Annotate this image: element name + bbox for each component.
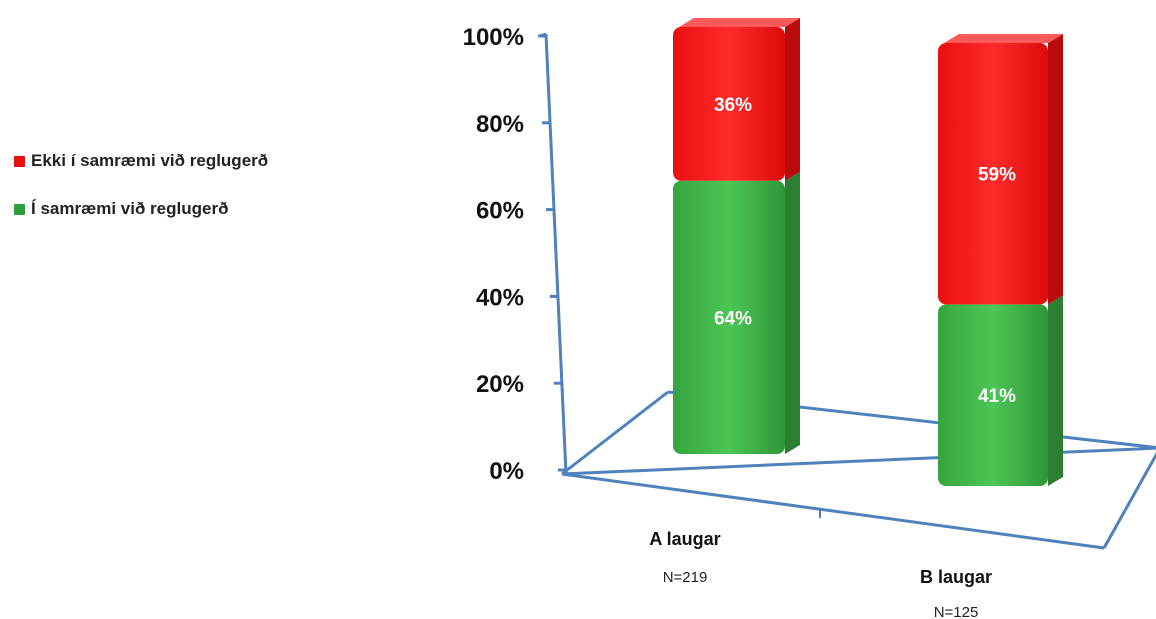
floor-left-edge — [561, 390, 669, 476]
x-axis-line — [561, 472, 1105, 550]
category-count-1: N=125 — [934, 604, 979, 619]
legend-item-compliant: Í samræmi við reglugerð — [14, 196, 268, 222]
floor-back-edge — [561, 446, 1156, 476]
category-label-1: B laugar — [920, 567, 992, 587]
legend: Ekki í samræmi við reglugerð Í samræmi v… — [14, 148, 268, 244]
legend-label-not-compliant: Ekki í samræmi við reglugerð — [31, 151, 269, 170]
bar-top-0 — [679, 18, 800, 27]
data-label-0-0: 64% — [714, 308, 752, 329]
legend-item-not-compliant: Ekki í samræmi við reglugerð — [14, 148, 268, 174]
y-tick-label: 0% — [489, 458, 524, 485]
category-count-0: N=219 — [663, 569, 708, 586]
bar-side-0-0 — [785, 171, 800, 454]
y-tick-label: 60% — [476, 198, 524, 225]
legend-label-compliant: Í samræmi við reglugerð — [31, 199, 229, 218]
y-tick-label: 80% — [476, 111, 524, 138]
bar-segment-0-1 — [673, 27, 785, 181]
y-axis-line — [544, 33, 568, 475]
bar-segment-1-1 — [938, 43, 1048, 305]
bar-segment-1-0 — [938, 304, 1048, 486]
bar-side-1-1 — [1048, 34, 1063, 305]
data-label-1-1: 59% — [978, 165, 1016, 186]
data-label-0-1: 36% — [714, 95, 752, 116]
y-tick-label: 20% — [476, 371, 524, 398]
legend-swatch-green — [14, 203, 25, 215]
bar-side-0-1 — [785, 18, 800, 181]
bar-side-1-0 — [1048, 295, 1063, 486]
category-label-0: A laugar — [649, 529, 720, 549]
data-label-1-0: 41% — [978, 386, 1016, 407]
bar-segment-0-0 — [673, 180, 785, 454]
y-tick-label: 100% — [463, 24, 524, 51]
floor-right-edge — [1102, 452, 1156, 549]
y-tick-label: 40% — [476, 284, 524, 311]
bar-top-1 — [944, 34, 1063, 43]
legend-swatch-red — [14, 155, 25, 167]
